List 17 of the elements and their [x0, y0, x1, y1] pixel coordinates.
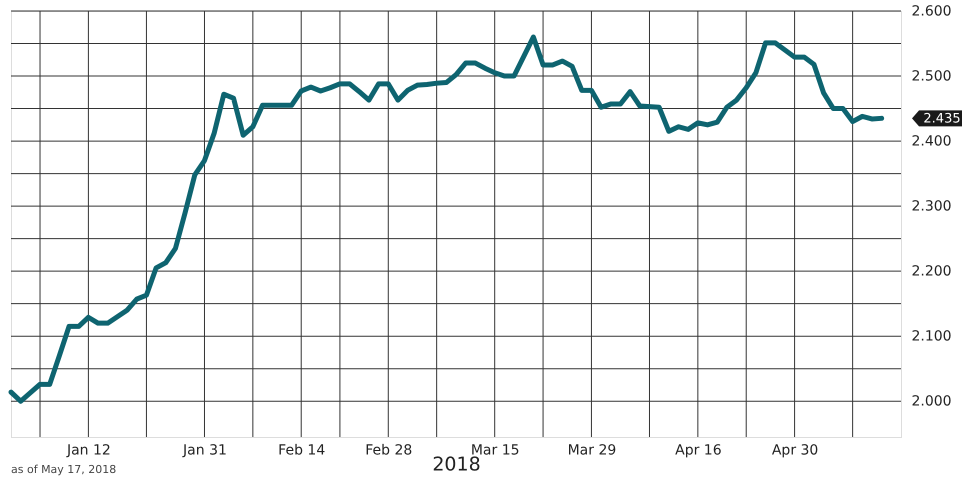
x-tick-label: Apr 16 [675, 442, 722, 458]
y-tick-label: 2.600 [912, 4, 952, 20]
text: as of May 17, 2018 [11, 463, 116, 476]
x-tick-label: Feb 14 [278, 442, 326, 458]
y-tick-label: 2.000 [912, 394, 952, 410]
y-tick-label: 2.300 [912, 198, 952, 215]
text: 2.435 [923, 111, 961, 126]
y-tick-label: 2.500 [912, 68, 952, 85]
y-tick-label: 2.100 [912, 328, 952, 345]
x-tick-label: Jan 12 [66, 442, 111, 458]
x-tick-label: Jan 31 [182, 442, 227, 458]
x-tick-label: Feb 28 [365, 442, 412, 458]
y-tick-label: 2.200 [912, 264, 952, 280]
x-tick-label: Apr 30 [772, 442, 818, 458]
x-axis-title: 2018 [432, 454, 481, 476]
x-tick-label: Mar 29 [568, 442, 616, 458]
y-tick-label: 2.400 [912, 134, 952, 150]
